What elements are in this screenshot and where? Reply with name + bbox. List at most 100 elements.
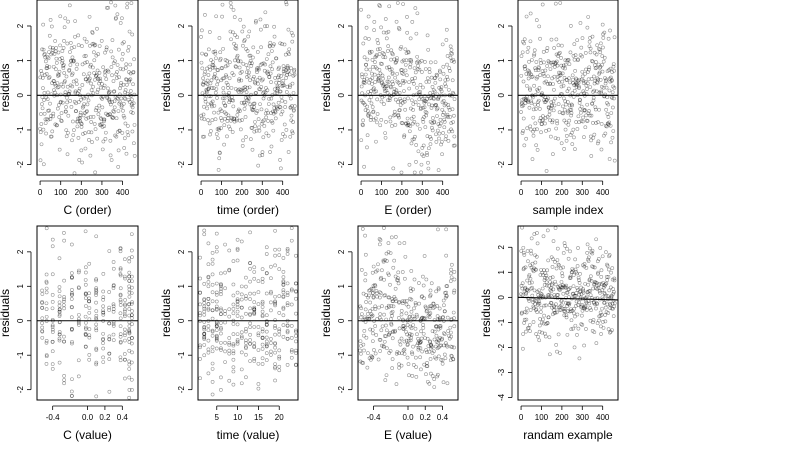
data-point xyxy=(118,332,123,336)
data-point xyxy=(434,132,438,137)
data-point xyxy=(572,42,577,46)
data-point xyxy=(389,321,394,326)
data-point xyxy=(64,105,68,109)
data-point xyxy=(364,300,368,304)
data-point xyxy=(129,360,134,365)
data-point xyxy=(382,102,386,106)
x-tick-label: 300 xyxy=(256,188,270,197)
data-point xyxy=(521,116,526,121)
data-point xyxy=(365,145,369,150)
data-point xyxy=(596,272,600,276)
data-point xyxy=(452,59,456,64)
data-point xyxy=(587,44,592,49)
data-point xyxy=(540,2,545,7)
data-point xyxy=(399,308,404,313)
data-point xyxy=(559,56,563,60)
data-point xyxy=(374,53,379,57)
data-point xyxy=(67,3,72,8)
data-point xyxy=(547,60,552,65)
data-point xyxy=(563,127,568,132)
data-point xyxy=(379,25,383,30)
data-point xyxy=(581,119,585,124)
data-point xyxy=(524,83,529,88)
data-point xyxy=(288,134,293,139)
data-point xyxy=(46,90,50,95)
data-point xyxy=(434,289,439,294)
data-point xyxy=(100,96,104,101)
data-point xyxy=(437,136,441,141)
data-point xyxy=(558,351,562,355)
data-point xyxy=(601,326,606,330)
data-point xyxy=(430,125,434,130)
data-point xyxy=(214,322,219,327)
data-point xyxy=(42,98,46,102)
data-point xyxy=(120,131,125,135)
data-point xyxy=(292,67,297,72)
data-point xyxy=(244,375,248,380)
data-point xyxy=(363,272,368,276)
data-point xyxy=(276,85,281,90)
data-point xyxy=(101,337,105,341)
data-point xyxy=(280,81,285,86)
data-point xyxy=(265,88,270,93)
data-point xyxy=(440,139,444,144)
data-point xyxy=(375,317,380,321)
data-point xyxy=(607,120,612,125)
data-point xyxy=(252,101,257,106)
data-point xyxy=(44,71,49,76)
data-point xyxy=(537,301,542,306)
data-point xyxy=(387,332,391,337)
data-point xyxy=(364,62,369,67)
data-point xyxy=(387,332,391,337)
data-point xyxy=(408,324,413,329)
data-point xyxy=(40,300,44,304)
data-point xyxy=(130,335,134,340)
data-point xyxy=(547,335,552,340)
data-point xyxy=(591,320,595,325)
data-point xyxy=(202,301,207,305)
data-point xyxy=(118,266,123,271)
data-point xyxy=(264,271,269,276)
y-tick-label: 0 xyxy=(497,93,506,98)
data-point xyxy=(260,329,265,334)
data-point xyxy=(529,251,534,256)
data-point xyxy=(386,250,391,254)
data-point xyxy=(418,83,423,87)
data-point xyxy=(202,228,207,233)
data-point xyxy=(281,313,286,318)
data-point xyxy=(199,60,204,65)
data-point xyxy=(218,50,223,55)
data-point xyxy=(436,97,440,102)
data-point xyxy=(111,61,116,65)
data-point xyxy=(215,136,220,141)
data-point xyxy=(206,307,211,312)
data-point xyxy=(213,71,217,76)
data-point xyxy=(106,113,111,117)
data-point xyxy=(282,42,287,47)
data-point xyxy=(573,68,577,73)
data-point xyxy=(229,118,233,123)
data-point xyxy=(202,306,207,311)
data-point xyxy=(381,55,386,59)
data-point xyxy=(129,313,134,317)
data-point xyxy=(71,58,75,63)
data-point xyxy=(95,90,100,95)
data-point xyxy=(50,129,55,134)
data-point xyxy=(281,256,286,260)
data-point xyxy=(368,77,373,82)
data-point xyxy=(214,307,219,312)
x-tick-label: 5 xyxy=(215,413,220,422)
data-point xyxy=(289,287,294,292)
data-point xyxy=(256,81,260,86)
data-point xyxy=(428,311,433,315)
data-point xyxy=(405,121,410,125)
data-point xyxy=(111,302,116,307)
data-point xyxy=(131,111,135,115)
data-point xyxy=(118,246,123,251)
data-point xyxy=(555,349,559,354)
data-point xyxy=(444,134,449,139)
data-point xyxy=(413,6,418,10)
data-point xyxy=(231,259,236,263)
data-point xyxy=(416,345,421,350)
data-point xyxy=(574,303,578,308)
